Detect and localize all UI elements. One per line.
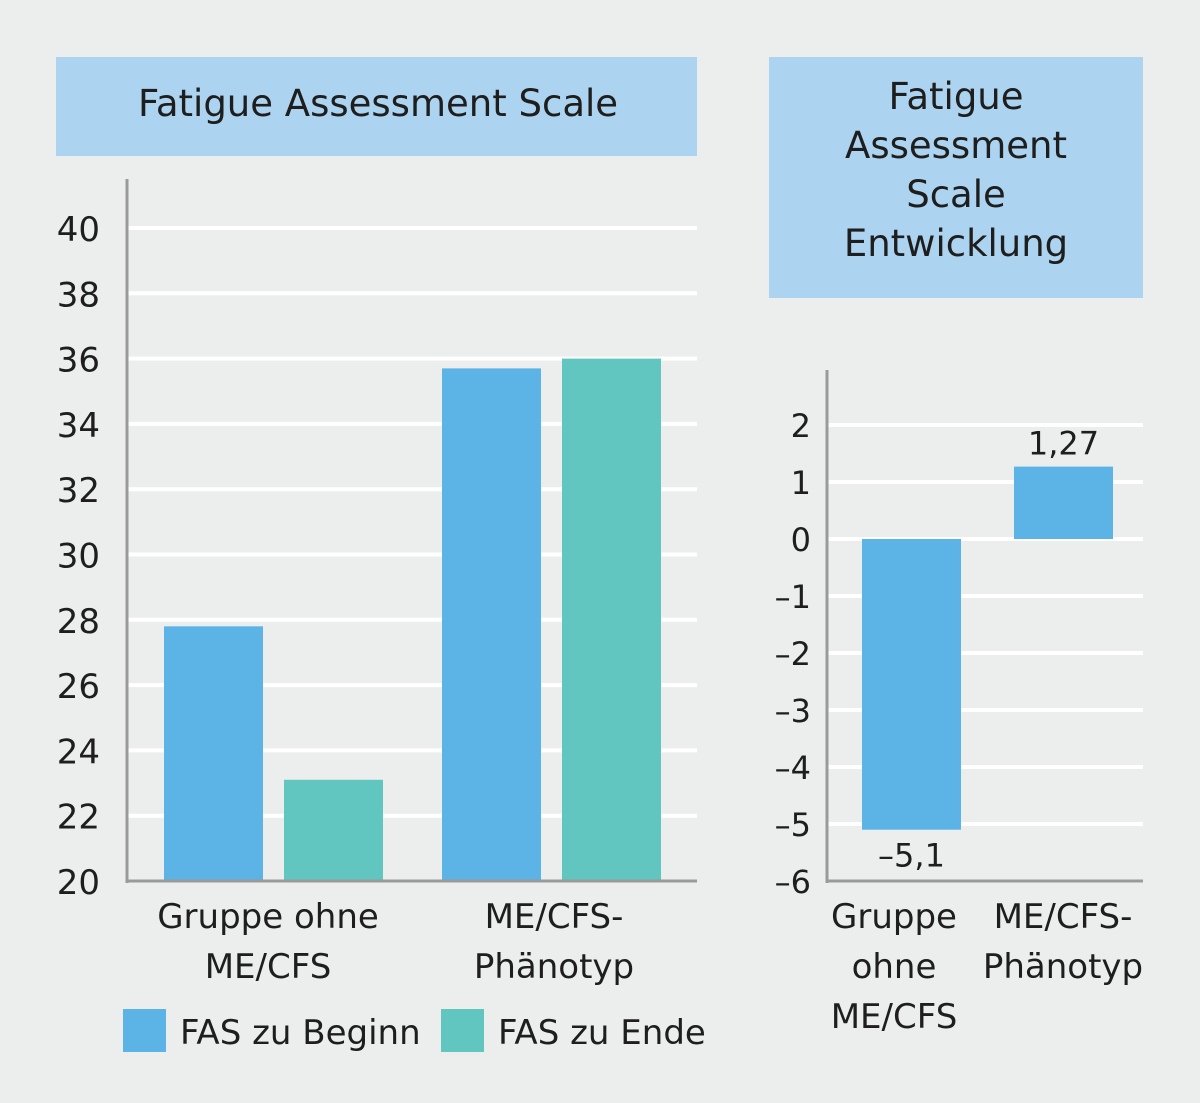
y-tick-label: 30 [57,537,100,577]
y-tick-label: 26 [57,667,100,707]
x-tick-label-line: ME/CFS [831,997,958,1037]
bar [1014,466,1113,539]
y-tick-label: 22 [57,798,100,838]
y-tick-label: 32 [57,471,100,511]
y-tick-label: 34 [57,406,100,446]
x-tick-label-line: ME/CFS [205,947,332,987]
legend-swatch [441,1009,484,1052]
x-tick-label: Gruppe ohne ME/CFS [157,897,379,987]
bar-beginn [442,368,541,881]
x-tick-label-line: Phänotyp [474,947,634,987]
y-tick-label: 0 [791,521,811,559]
fas-development-chart-y-tick-labels: –6 –5 –4 –3 –2 –1 0 1 2 [775,407,811,901]
x-tick-label-line: Phänotyp [983,947,1143,987]
data-label: 1,27 [1028,425,1099,463]
fas-chart-axes [125,179,697,883]
x-tick-label-line: ME/CFS- [994,897,1133,937]
y-tick-label: 40 [57,210,100,250]
y-tick-label: –3 [775,692,811,730]
fas-development-chart-title: Fatigue Assessment Scale Entwicklung [844,75,1068,265]
fas-chart-title: Fatigue Assessment Scale [138,82,618,125]
title-line: Entwicklung [844,222,1068,265]
x-tick-label-line: Gruppe [831,897,957,937]
fas-development-chart-title-box [769,57,1143,298]
x-tick-label: ME/CFS- Phänotyp [474,897,634,987]
fas-chart-y-tick-labels: 20 22 24 26 28 30 32 34 36 38 40 [57,210,100,903]
y-tick-label: 20 [57,863,100,903]
legend-label: FAS zu Ende [498,1013,706,1053]
fas-chart-title-box [56,57,697,156]
fas-development-chart: Fatigue Assessment Scale Entwicklung –6 –5 –4… [769,57,1143,1037]
legend-label: FAS zu Beginn [180,1013,421,1053]
bar [862,539,961,830]
bar-ende [284,779,383,881]
data-label: –5,1 [878,837,945,875]
y-tick-label: –1 [775,578,811,616]
x-tick-label-line: ME/CFS- [485,897,624,937]
fas-chart-x-tick-labels: Gruppe ohne ME/CFS ME/CFS- Phänotyp [157,897,634,987]
y-tick-label: –4 [775,749,811,787]
x-tick-label-line: ohne [852,947,937,987]
legend-swatch [123,1009,166,1052]
y-tick-label: 2 [791,407,811,445]
title-line: Fatigue [888,75,1023,118]
y-tick-label: –6 [775,863,811,901]
title-line: Scale [906,173,1006,216]
fas-chart: Fatigue Assessment Scale 20 22 24 26 28 30 32 3… [56,57,706,1053]
fas-development-chart-data-labels: –5,1 1,27 [878,425,1099,875]
fas-development-chart-bars [862,466,1113,830]
title-line: Assessment [845,124,1067,167]
y-tick-label: 36 [57,341,100,381]
x-tick-label: ME/CFS- Phänotyp [983,897,1143,987]
y-tick-label: 38 [57,275,100,315]
y-tick-label: –2 [775,635,811,673]
y-tick-label: –5 [775,806,811,844]
bar-beginn [164,626,263,881]
bar-ende [562,358,661,882]
y-tick-label: 1 [791,464,811,502]
legend: FAS zu Beginn FAS zu Ende [123,1009,706,1053]
x-tick-label: Gruppe ohne ME/CFS [831,897,958,1037]
y-tick-label: 28 [57,602,100,642]
fas-development-chart-axes [825,370,1143,883]
fas-chart-bars [164,358,661,882]
fas-development-chart-x-tick-labels: Gruppe ohne ME/CFS ME/CFS- Phänotyp [831,897,1143,1037]
y-tick-label: 24 [57,732,100,772]
x-tick-label-line: Gruppe ohne [157,897,379,937]
